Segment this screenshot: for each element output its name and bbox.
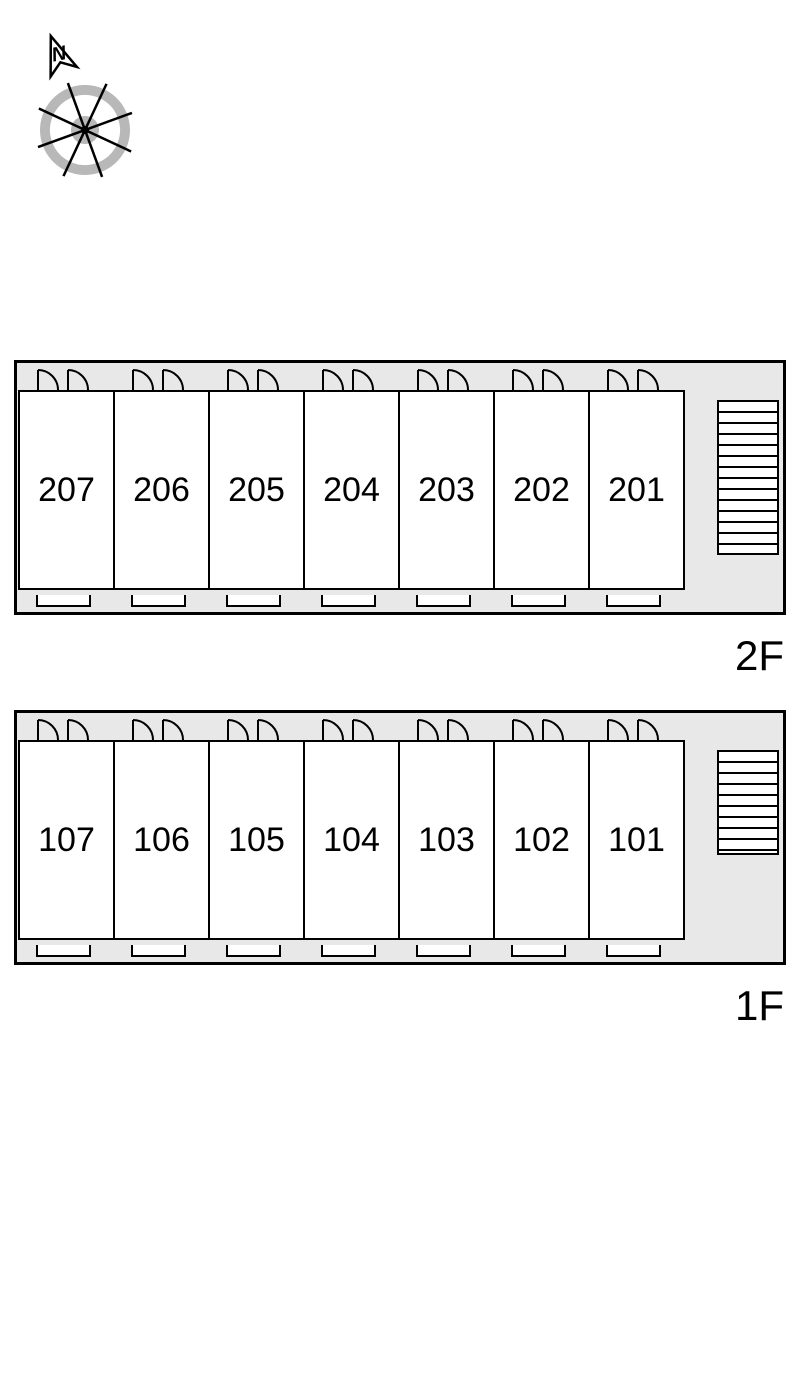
door-mark [113, 366, 210, 390]
unit-207: 207 [18, 390, 115, 590]
unit-205: 205 [208, 390, 305, 590]
balcony-mark [398, 595, 495, 607]
unit-201: 201 [588, 390, 685, 590]
unit-206: 206 [113, 390, 210, 590]
floor-label-1f: 1F [735, 982, 784, 1030]
balcony-mark [113, 945, 210, 957]
floor-plan-2f: 207 206 205 204 203 202 201 [14, 360, 786, 615]
balcony-mark [303, 945, 400, 957]
floor-plan-1f: 107 106 105 104 103 102 101 [14, 710, 786, 965]
balcony-marks-row [18, 945, 685, 957]
balcony-mark [493, 595, 590, 607]
units-row: 207 206 205 204 203 202 201 [18, 390, 685, 590]
floor-label-2f: 2F [735, 632, 784, 680]
unit-106: 106 [113, 740, 210, 940]
unit-202: 202 [493, 390, 590, 590]
balcony-mark [18, 945, 115, 957]
door-marks-row [18, 716, 685, 740]
door-mark [18, 716, 115, 740]
balcony-mark [588, 945, 685, 957]
door-marks-row [18, 366, 685, 390]
balcony-mark [588, 595, 685, 607]
door-mark [208, 716, 305, 740]
door-mark [303, 366, 400, 390]
unit-107: 107 [18, 740, 115, 940]
stairs-icon [717, 400, 779, 555]
unit-203: 203 [398, 390, 495, 590]
door-mark [398, 716, 495, 740]
unit-204: 204 [303, 390, 400, 590]
door-mark [493, 366, 590, 390]
compass-north-label: N [50, 42, 69, 67]
door-mark [588, 716, 685, 740]
door-mark [18, 366, 115, 390]
unit-103: 103 [398, 740, 495, 940]
door-mark [113, 716, 210, 740]
units-row: 107 106 105 104 103 102 101 [18, 740, 685, 940]
unit-104: 104 [303, 740, 400, 940]
balcony-mark [493, 945, 590, 957]
door-mark [303, 716, 400, 740]
door-mark [208, 366, 305, 390]
unit-105: 105 [208, 740, 305, 940]
balcony-mark [113, 595, 210, 607]
balcony-mark [303, 595, 400, 607]
door-mark [398, 366, 495, 390]
unit-101: 101 [588, 740, 685, 940]
balcony-mark [208, 595, 305, 607]
unit-102: 102 [493, 740, 590, 940]
balcony-marks-row [18, 595, 685, 607]
door-mark [588, 366, 685, 390]
door-mark [493, 716, 590, 740]
balcony-mark [208, 945, 305, 957]
compass-rose: N [20, 15, 150, 195]
balcony-mark [398, 945, 495, 957]
stairs-icon [717, 750, 779, 855]
balcony-mark [18, 595, 115, 607]
